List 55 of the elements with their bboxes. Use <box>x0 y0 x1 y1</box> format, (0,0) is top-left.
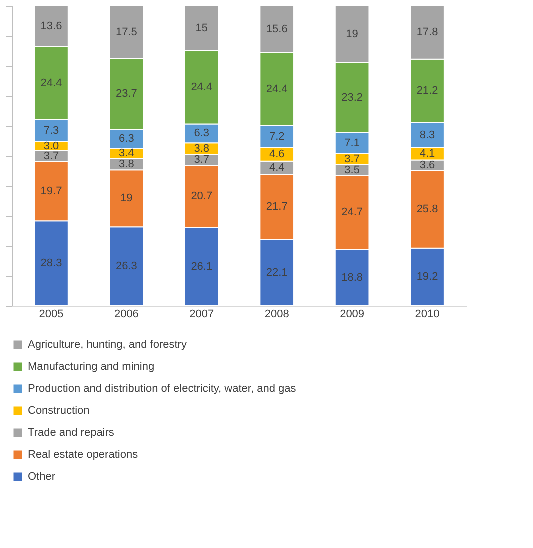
data-label: 3.7 <box>194 154 210 166</box>
data-label: 7.3 <box>44 124 60 137</box>
data-label: 28.3 <box>40 258 62 270</box>
data-label: 25.8 <box>416 204 438 216</box>
data-label: 4.1 <box>420 148 436 160</box>
legend-label: Other <box>28 471 56 483</box>
data-label: 22.1 <box>266 266 288 279</box>
data-label: 3.0 <box>44 140 60 152</box>
data-label: 17.5 <box>116 26 138 38</box>
data-label: 15 <box>196 22 208 34</box>
data-label: 3.8 <box>119 158 134 170</box>
data-label: 3.7 <box>344 153 360 166</box>
data-label: 19 <box>120 192 133 205</box>
legend-label: Production and distribution of electricity, water, and gas <box>28 383 297 395</box>
data-label: 4.6 <box>269 148 285 160</box>
data-label: 24.4 <box>266 83 288 96</box>
data-label: 4.4 <box>269 162 285 174</box>
data-label: 3.8 <box>194 142 210 155</box>
data-label: 19 <box>346 28 358 40</box>
x-tick-label: 2007 <box>190 308 214 320</box>
data-label: 3.5 <box>344 164 360 176</box>
data-label: 3.7 <box>44 150 60 162</box>
x-tick-label: 2009 <box>340 308 365 320</box>
legend-label: Construction <box>28 405 90 417</box>
data-label: 17.8 <box>416 26 438 39</box>
data-label: 19.7 <box>40 186 62 198</box>
legend-label: Trade and repairs <box>28 427 115 439</box>
legend-label: Agriculture, hunting, and forestry <box>28 339 188 351</box>
x-tick-label: 2006 <box>114 308 139 320</box>
data-label: 21.2 <box>416 85 438 98</box>
data-label: 8.3 <box>420 129 436 142</box>
data-label: 24.4 <box>191 82 213 94</box>
x-tick-label: 2005 <box>39 308 64 320</box>
data-label: 21.7 <box>266 201 288 214</box>
data-label: 23.7 <box>116 88 138 100</box>
data-label: 20.7 <box>191 190 213 203</box>
data-label: 6.3 <box>119 133 134 146</box>
data-label: 19.2 <box>416 271 438 284</box>
data-label: 18.8 <box>342 272 364 284</box>
x-tick-label: 2008 <box>264 308 290 320</box>
data-label: 6.3 <box>194 128 210 140</box>
data-label: 26.1 <box>191 260 213 273</box>
x-tick-label: 2010 <box>415 308 440 320</box>
legend-label: Manufacturing and mining <box>28 361 155 373</box>
data-label: 3.4 <box>119 148 134 160</box>
data-label: 3.6 <box>420 160 436 172</box>
data-label: 24.7 <box>342 206 364 219</box>
data-label: 24.4 <box>40 77 62 90</box>
data-label: 15.6 <box>266 23 288 36</box>
data-label: 23.2 <box>342 92 364 104</box>
data-label: 13.6 <box>40 20 62 32</box>
data-label: 7.2 <box>269 130 285 143</box>
data-label: 7.1 <box>344 137 360 150</box>
data-label: 26.3 <box>116 260 138 273</box>
legend-label: Real estate operations <box>28 449 139 461</box>
